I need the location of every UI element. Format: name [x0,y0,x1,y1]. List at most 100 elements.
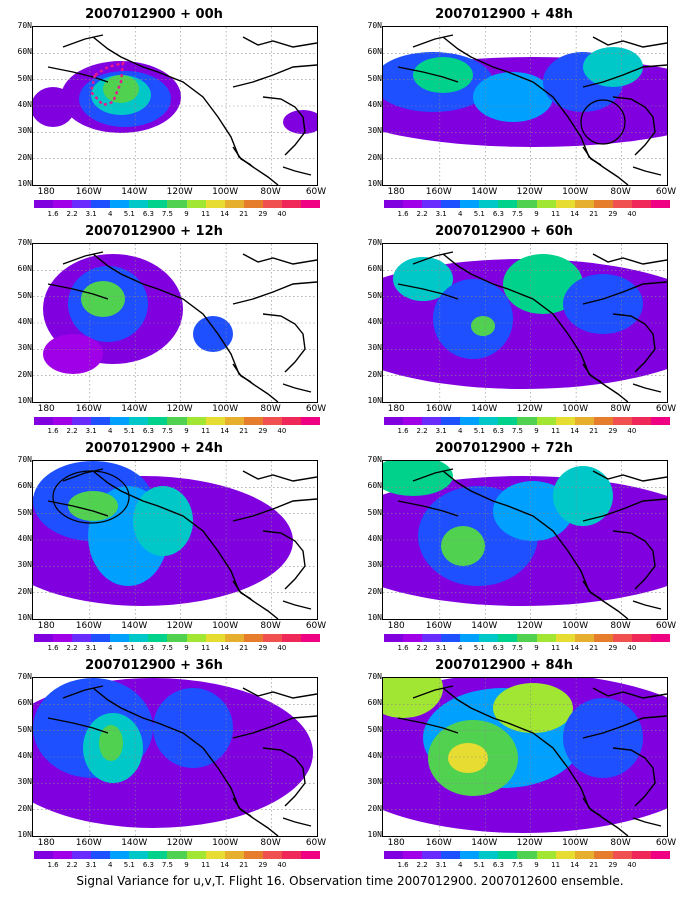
latitude-label: 20N [17,152,32,162]
longitude-label: 80W [260,621,281,631]
colorbar-swatch [281,417,301,425]
variance-contour [493,683,573,733]
colorbar-swatch [34,200,54,208]
colorbar-swatch [650,417,670,425]
coastline [232,715,317,739]
colorbar-swatch [91,200,111,208]
colorbar-swatch [262,200,282,208]
longitude-label: 100W [212,838,239,848]
latitude-label: 30N [367,560,382,570]
variance-contour [393,257,453,301]
variance-map [383,678,667,836]
colorbar-swatch [479,634,499,642]
colorbar-swatch [441,200,461,208]
latitude-label: 70N [17,238,32,247]
map-area [32,26,318,186]
latitude-label: 20N [17,803,32,813]
coastline [242,253,317,265]
panel-title: 2007012900 + 60h [435,224,573,239]
colorbar-tick-label: 4 [108,644,113,652]
colorbar-tick-label: 14 [570,427,580,435]
colorbar-tick-label: 4 [458,861,463,869]
colorbar-swatch [479,200,499,208]
variance-contour [553,466,613,526]
latitude-label: 60N [17,264,32,274]
latitude-label: 10N [17,830,32,839]
coastline [282,383,312,393]
coastline [92,470,279,619]
verification-circle [580,99,626,145]
colorbar-tick-label: 9 [184,210,189,218]
colorbar-swatch [186,200,206,208]
variance-map [383,461,667,619]
colorbar-tick-label: 21 [239,861,249,869]
longitude-label: 140W [121,404,148,414]
latitude-label: 60N [17,47,32,57]
colorbar [34,417,320,425]
latitude-label: 70N [17,21,32,30]
longitude-label: 60W [655,621,677,631]
longitude-label: 180 [37,404,55,414]
colorbar-tick-label: 4 [458,427,463,435]
longitude-label: 100W [212,404,239,414]
colorbar-tick-label: 11 [551,861,561,869]
colorbar-tick-label: 14 [570,210,580,218]
flight-track [89,61,125,107]
coastline [592,36,667,48]
longitude-label: 120W [516,621,543,631]
longitude-label: 140W [471,621,498,631]
colorbar-tick-label: 3.1 [85,210,97,218]
coastline [62,685,104,699]
latitude-label: 60N [367,698,382,708]
coastline [262,313,306,373]
colorbar-tick-label: 29 [608,644,618,652]
colorbar-swatch [612,200,632,208]
longitude-label: 120W [516,187,543,197]
colorbar-tick-label: 2.2 [66,427,78,435]
colorbar-tick-label: 6.3 [142,210,154,218]
colorbar [34,851,320,859]
colorbar-tick-label: 3.1 [435,427,447,435]
latitude-label: 40N [17,534,32,543]
latitude-label: 40N [367,534,382,543]
colorbar-swatch [34,634,54,642]
variance-contour [81,281,125,317]
colorbar [384,634,670,642]
colorbar-swatch [422,417,442,425]
colorbar-tick-label: 40 [627,644,637,652]
coastline [632,166,662,176]
latitude-label: 40N [17,317,32,326]
coastline [592,470,667,482]
longitude-label: 80W [610,838,631,848]
colorbar-tick-label: 4 [108,210,113,218]
coastline [582,797,602,817]
colorbar-swatch [498,200,518,208]
colorbar-swatch [243,200,263,208]
variance-contour [133,486,193,556]
longitude-label: 60W [655,187,677,197]
colorbar-tick-label: 9 [534,427,539,435]
colorbar-swatch [593,417,613,425]
colorbar-tick-label: 14 [570,644,580,652]
colorbar-swatch [34,851,54,859]
colorbar-swatch [384,200,404,208]
latitude-label: 20N [367,152,382,162]
colorbar-tick-label: 29 [258,861,268,869]
longitude-label: 120W [166,621,193,631]
colorbar-swatch [281,851,301,859]
colorbar-labels: 1.6 2.2 3.1 4 5.1 6.3 7.5 9 11 14 21 29 40 [34,427,320,437]
colorbar-swatch [536,634,556,642]
variance-contour [153,688,233,768]
colorbar-swatch [650,634,670,642]
coastline [412,468,454,482]
colorbar-tick-label: 21 [239,644,249,652]
coastline [262,96,306,156]
map-area [382,26,668,186]
latitude-label: 50N [17,724,32,734]
latitude-label: 30N [17,560,32,570]
latitude-label: 40N [367,751,382,760]
coastline [92,36,279,185]
map-panel: 2007012900 + 36h 70N 60N 50N 40N 30N 20N 10N 180… [4,655,334,869]
colorbar-swatch [53,200,73,208]
longitude-label: 140W [121,621,148,631]
